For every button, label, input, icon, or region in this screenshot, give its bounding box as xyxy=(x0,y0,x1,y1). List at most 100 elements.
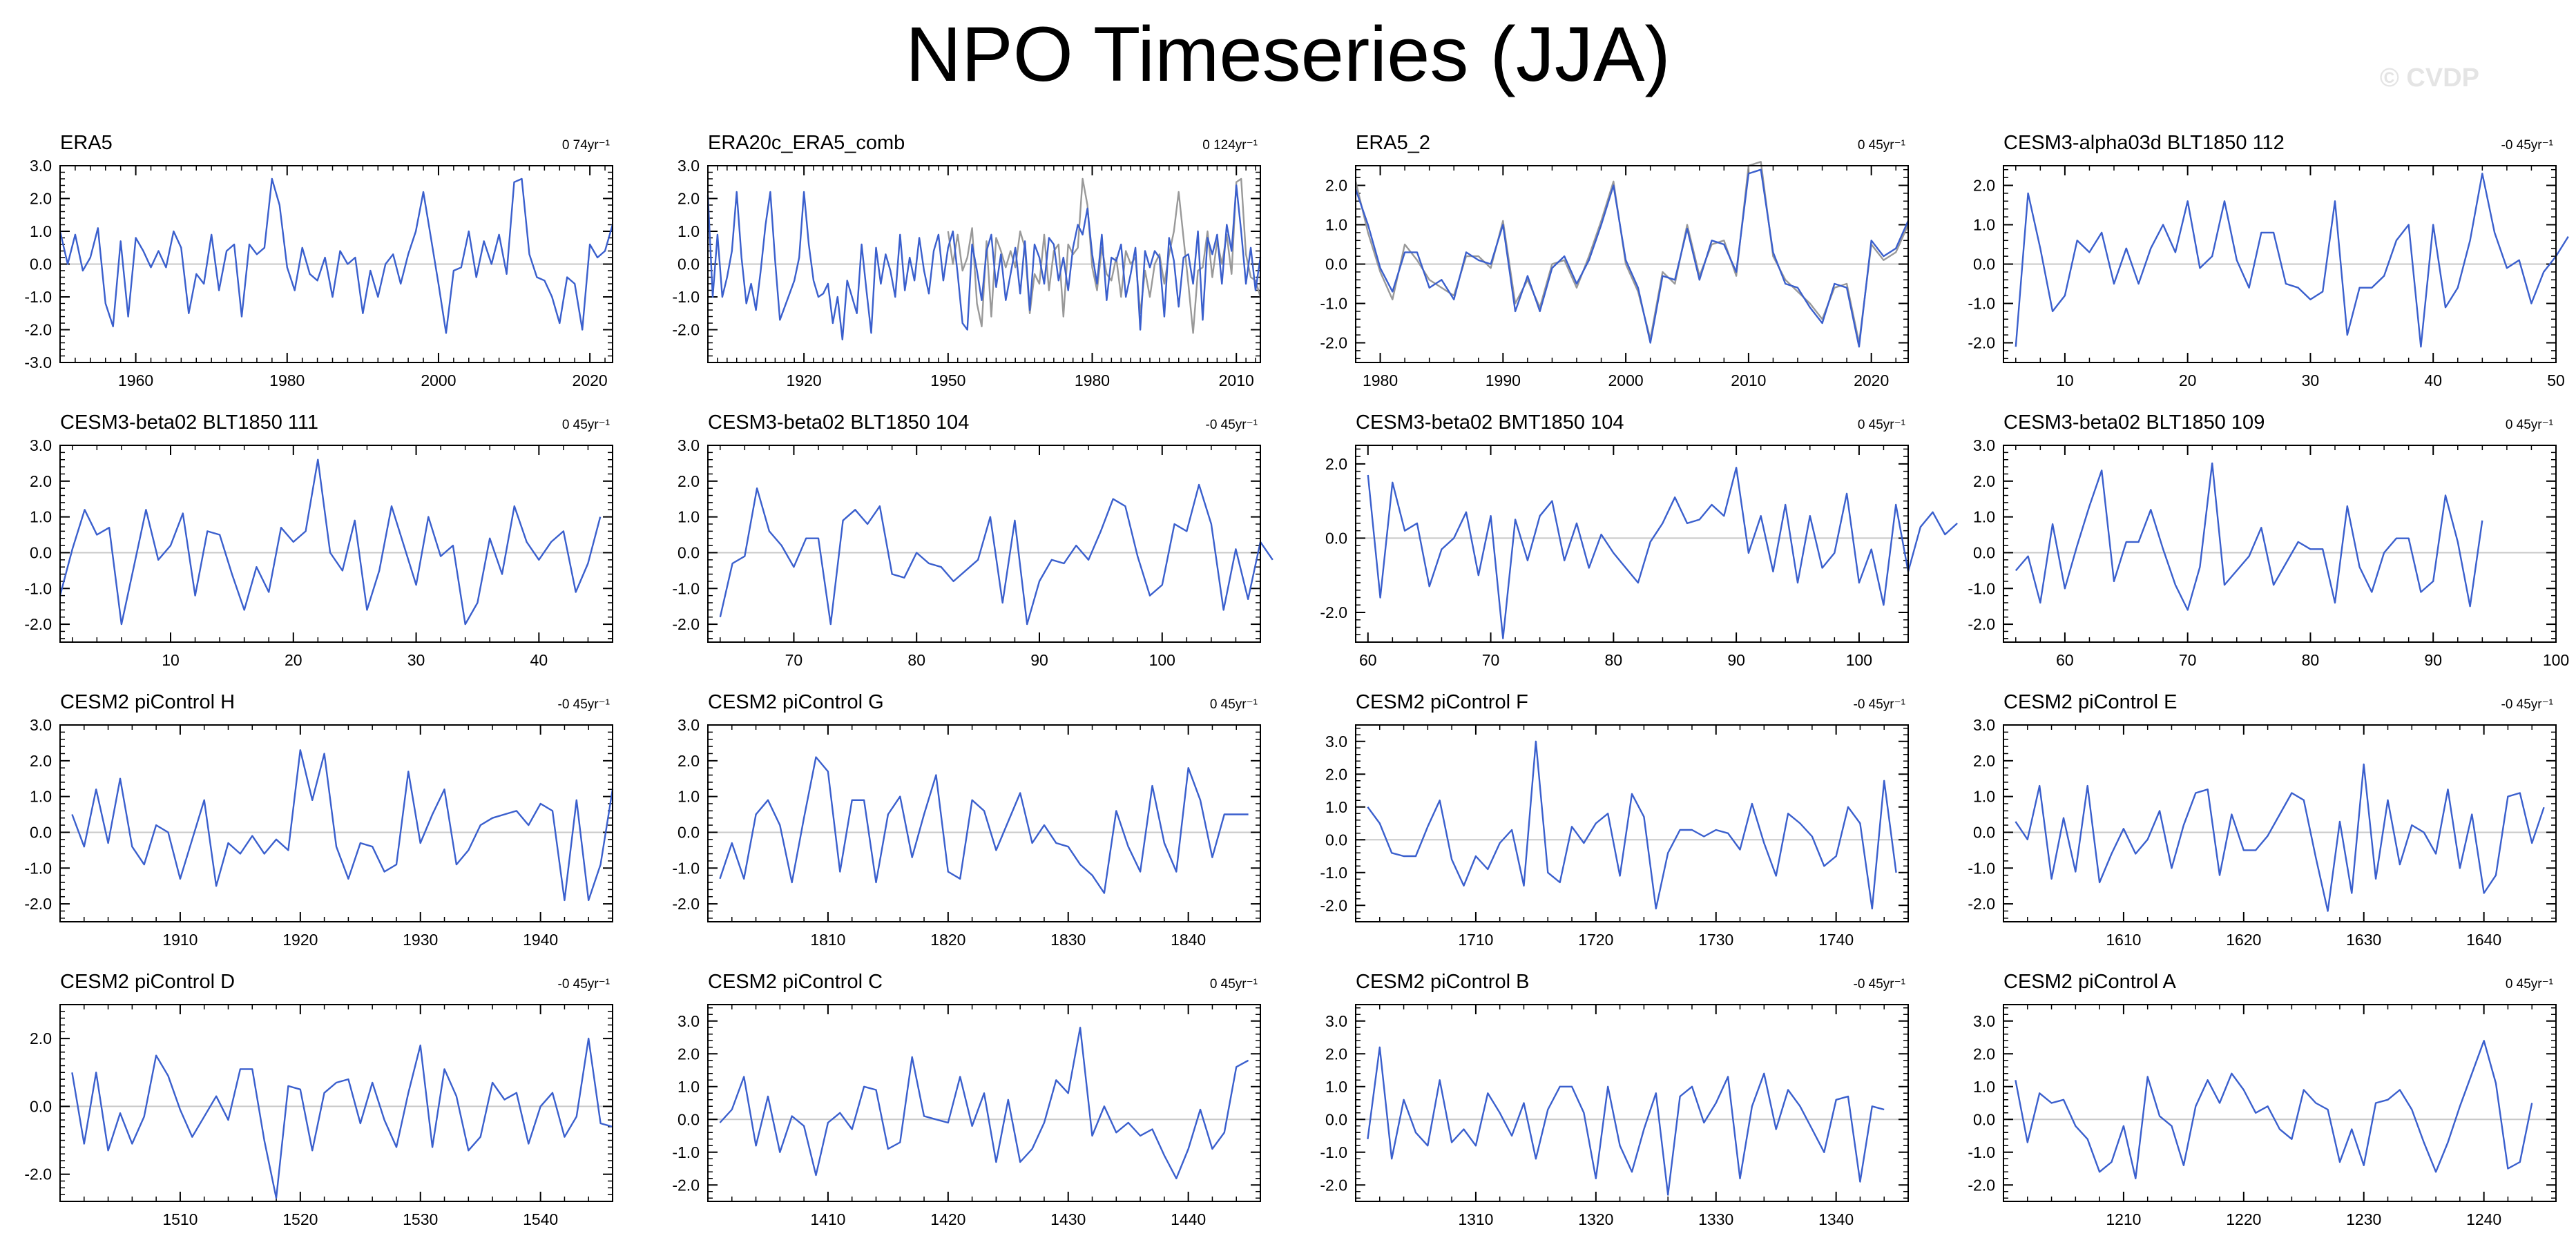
y-tick-label: -1.0 xyxy=(24,288,52,306)
x-tick-label: 1980 xyxy=(1363,371,1398,389)
x-tick-label: 1980 xyxy=(1075,371,1110,389)
y-tick-label: -3.0 xyxy=(24,354,52,371)
panel-15: CESM2 piControl B -0 45yr⁻¹ 1310 1320 1330 13… xyxy=(1320,971,1909,1228)
x-tick-label: 1320 xyxy=(1578,1210,1613,1228)
panel-trend-label: 0 45yr⁻¹ xyxy=(2506,977,2553,991)
y-tick-label: 2.0 xyxy=(1325,765,1347,783)
reference-series-line xyxy=(947,177,1262,334)
x-tick-label: 2000 xyxy=(1608,371,1644,389)
y-tick-label: -2.0 xyxy=(1320,1176,1347,1194)
plot-frame xyxy=(2003,724,2557,922)
panel-trend-label: -0 45yr⁻¹ xyxy=(1854,697,1906,712)
series-line xyxy=(1354,168,1910,348)
y-tick-label: 2.0 xyxy=(1973,472,1995,490)
y-tick-label: 0.0 xyxy=(677,823,700,841)
x-tick-label: 20 xyxy=(2179,371,2197,389)
series-line xyxy=(2015,763,2545,912)
y-tick-label: 1.0 xyxy=(30,788,52,806)
y-tick-label: -1.0 xyxy=(1320,864,1347,882)
x-tick-label: 80 xyxy=(2302,651,2320,669)
panel-14: CESM2 piControl C 0 45yr⁻¹ 1410 1420 1430 144… xyxy=(672,971,1261,1228)
x-tick-label: 1440 xyxy=(1171,1210,1206,1228)
panel-trend-label: 0 45yr⁻¹ xyxy=(1210,697,1258,712)
x-tick-label: 1430 xyxy=(1050,1210,1086,1228)
x-tick-label: 1330 xyxy=(1698,1210,1733,1228)
panel-title: CESM3-beta02 BLT1850 104 xyxy=(708,412,969,434)
panel-5: CESM3-beta02 BLT1850 111 0 45yr⁻¹ 10 20 30 40… xyxy=(24,412,613,669)
y-tick-label: -2.0 xyxy=(672,895,700,913)
panel-trend-label: 0 45yr⁻¹ xyxy=(1858,138,1905,153)
series-line xyxy=(707,184,1262,340)
y-tick-label: 2.0 xyxy=(1973,752,1995,770)
plot-frame xyxy=(1355,165,1909,363)
x-tick-label: 70 xyxy=(785,651,803,669)
figure-title: NPO Timeseries (JJA) xyxy=(905,11,1671,97)
panel-trend-label: -0 45yr⁻¹ xyxy=(2501,138,2554,153)
y-tick-label: 1.0 xyxy=(1973,788,1995,806)
y-tick-label: -2.0 xyxy=(672,321,700,339)
y-tick-label: 2.0 xyxy=(1973,177,1995,195)
y-tick-label: 2.0 xyxy=(677,752,700,770)
x-tick-label: 1420 xyxy=(930,1210,965,1228)
x-tick-label: 100 xyxy=(2543,651,2569,669)
y-tick-label: 1.0 xyxy=(677,788,700,806)
series-line xyxy=(719,756,1249,894)
x-tick-label: 1640 xyxy=(2466,931,2501,949)
y-tick-label: -1.0 xyxy=(1320,1143,1347,1161)
panel-6: CESM3-beta02 BLT1850 104 -0 45yr⁻¹ 70 80 90 1… xyxy=(672,412,1273,669)
x-tick-label: 30 xyxy=(2302,371,2320,389)
y-tick-label: 1.0 xyxy=(1325,216,1347,234)
x-tick-label: 1710 xyxy=(1458,931,1493,949)
y-tick-label: -1.0 xyxy=(24,579,52,597)
panel-title: CESM2 piControl H xyxy=(60,691,235,713)
y-tick-label: 0.0 xyxy=(1325,1110,1347,1128)
x-tick-label: 1340 xyxy=(1818,1210,1854,1228)
panel-title: CESM3-alpha03d BLT1850 112 xyxy=(2003,132,2285,154)
y-tick-label: 3.0 xyxy=(1973,1012,1995,1030)
x-tick-label: 1840 xyxy=(1171,931,1206,949)
panel-12: CESM2 piControl E -0 45yr⁻¹ 1610 1620 1630 16… xyxy=(1968,691,2557,949)
plot-frame xyxy=(59,724,613,922)
panel-trend-label: -0 45yr⁻¹ xyxy=(2501,697,2554,712)
panel-title: CESM2 piControl C xyxy=(708,971,883,993)
x-tick-label: 1960 xyxy=(118,371,153,389)
panel-7: CESM3-beta02 BMT1850 104 0 45yr⁻¹ 60 70 80 90… xyxy=(1320,412,1958,669)
panel-title: CESM3-beta02 BLT1850 109 xyxy=(2003,412,2265,434)
y-tick-label: 1.0 xyxy=(30,222,52,240)
x-tick-label: 1540 xyxy=(523,1210,558,1228)
panel-2: ERA20c_ERA5_comb 0 124yr⁻¹ 1920 1950 1980 201… xyxy=(672,132,1262,389)
y-tick-label: 0.0 xyxy=(677,543,700,561)
y-tick-label: 0.0 xyxy=(30,823,52,841)
y-tick-label: 1.0 xyxy=(30,508,52,526)
panel-8: CESM3-beta02 BLT1850 109 0 45yr⁻¹ 60 70 80 90… xyxy=(1968,412,2569,669)
y-tick-label: 0.0 xyxy=(1325,255,1347,273)
panel-title: CESM2 piControl D xyxy=(60,971,235,993)
reference-series-line xyxy=(1354,161,1910,344)
panel-trend-label: 0 45yr⁻¹ xyxy=(2506,418,2553,432)
series-line xyxy=(719,483,1273,626)
y-tick-label: -1.0 xyxy=(1968,295,1995,313)
y-tick-label: -2.0 xyxy=(1968,334,1995,352)
y-tick-label: 3.0 xyxy=(30,716,52,734)
x-tick-label: 2010 xyxy=(1219,371,1254,389)
series-line xyxy=(71,749,614,902)
y-tick-label: -2.0 xyxy=(24,615,52,633)
x-tick-label: 70 xyxy=(2179,651,2197,669)
panel-trend-label: 0 45yr⁻¹ xyxy=(1858,418,1905,432)
panel-trend-label: -0 45yr⁻¹ xyxy=(1854,977,1906,991)
y-tick-label: 1.0 xyxy=(677,508,700,526)
plot-frame xyxy=(59,445,613,643)
y-tick-label: -2.0 xyxy=(1968,1176,1995,1194)
x-tick-label: 1720 xyxy=(1578,931,1613,949)
x-tick-label: 1740 xyxy=(1818,931,1854,949)
y-tick-label: -2.0 xyxy=(1968,615,1995,633)
x-tick-label: 1950 xyxy=(930,371,965,389)
x-tick-label: 1510 xyxy=(162,1210,198,1228)
y-tick-label: 0.0 xyxy=(677,255,700,273)
y-tick-label: 2.0 xyxy=(30,472,52,490)
x-tick-label: 1810 xyxy=(810,931,845,949)
x-tick-label: 1520 xyxy=(282,1210,318,1228)
x-tick-label: 1990 xyxy=(1486,371,1521,389)
y-tick-label: 3.0 xyxy=(677,436,700,454)
